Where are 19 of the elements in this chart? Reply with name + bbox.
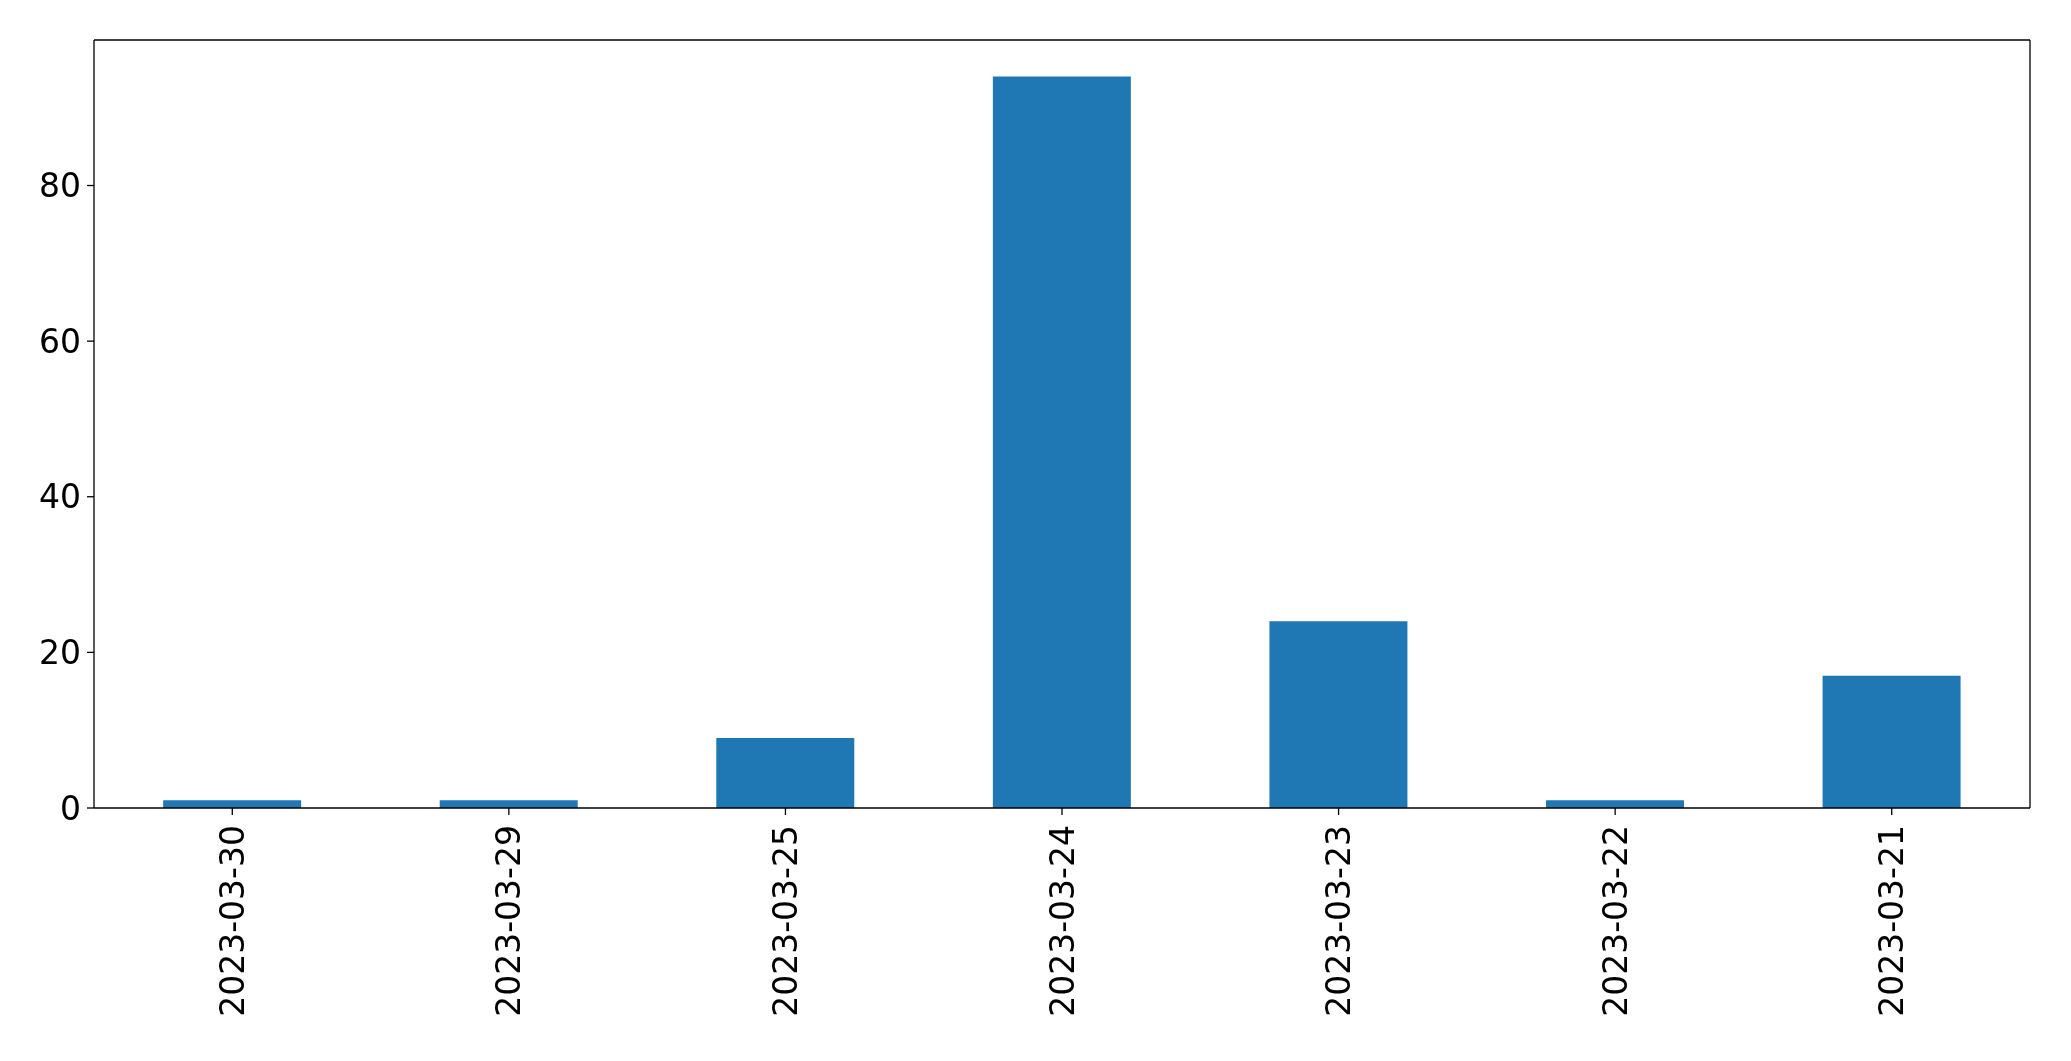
bar xyxy=(716,737,855,808)
bar xyxy=(163,800,302,808)
y-tick-label: 20 xyxy=(39,633,81,673)
y-tick-label: 40 xyxy=(39,477,81,517)
bar xyxy=(1546,800,1684,808)
y-tick-label: 0 xyxy=(60,788,81,828)
bar xyxy=(992,76,1131,808)
bar xyxy=(1269,621,1408,808)
x-tick-label: 2023-03-30 xyxy=(212,825,252,1017)
x-tick-label: 2023-03-29 xyxy=(489,825,529,1017)
x-tick-label: 2023-03-24 xyxy=(1042,825,1082,1017)
x-tick-label: 2023-03-23 xyxy=(1319,825,1359,1017)
x-tick-label: 2023-03-22 xyxy=(1595,825,1635,1017)
y-tick-label: 60 xyxy=(39,321,81,361)
y-tick-label: 80 xyxy=(39,166,81,206)
x-tick-label: 2023-03-25 xyxy=(765,825,805,1017)
bar xyxy=(1822,675,1961,808)
bar xyxy=(439,800,578,808)
x-tick-label: 2023-03-21 xyxy=(1872,825,1912,1017)
